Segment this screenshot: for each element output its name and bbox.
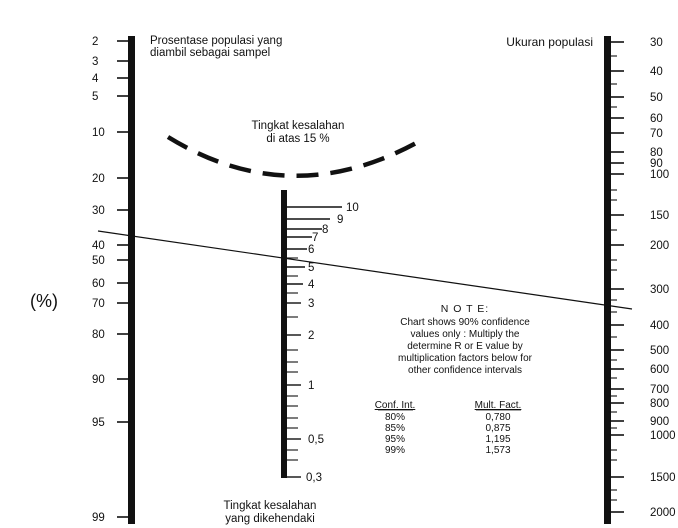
left-tick-label: 5 — [92, 91, 98, 103]
right-tick-label: 100 — [650, 169, 669, 181]
middle-tick-label: 8 — [322, 224, 328, 236]
middle-tick-label: 0,3 — [306, 472, 322, 484]
left-tick-label: 4 — [92, 73, 99, 85]
right-tick-label: 400 — [650, 320, 669, 332]
arc-label-line2: di atas 15 % — [266, 133, 329, 145]
left-scale-title-line2: diambil sebagai sampel — [150, 47, 270, 59]
right-tick-label: 300 — [650, 284, 669, 296]
dashed-arc — [166, 135, 420, 179]
middle-tick-label: 6 — [308, 244, 314, 256]
left-scale-unit-label: (%) — [30, 291, 58, 311]
right-tick-label: 70 — [650, 128, 663, 140]
arc-label-line1: Tingkat kesalahan — [252, 120, 345, 132]
left-tick-label: 40 — [92, 240, 105, 252]
table-cell: 99% — [385, 445, 405, 456]
right-tick-label: 40 — [650, 66, 663, 78]
left-tick-label: 90 — [92, 374, 105, 386]
middle-tick-label: 9 — [337, 214, 343, 226]
left-tick-label: 20 — [92, 173, 105, 185]
right-tick-label: 700 — [650, 384, 669, 396]
table-cell: 85% — [385, 423, 405, 434]
middle-tick-label: 0,5 — [308, 434, 324, 446]
middle-tick-label: 5 — [308, 262, 314, 274]
note-block: N O T E: Chart shows 90% confidence valu… — [398, 303, 533, 376]
note-line: multiplication factors below for — [398, 353, 533, 364]
table-cell: 95% — [385, 434, 405, 445]
table-header-mult: Mult. Fact. — [475, 400, 522, 411]
note-heading: N O T E: — [441, 303, 489, 315]
right-tick-label: 800 — [650, 398, 669, 410]
left-tick-label: 99 — [92, 512, 105, 524]
table-cell: 1,195 — [485, 434, 510, 445]
right-tick-label: 2000 — [650, 507, 676, 519]
left-tick-label: 10 — [92, 127, 105, 139]
left-scale-ticks: 2 3 4 5 10 20 30 40 50 60 70 80 90 95 99 — [92, 36, 131, 524]
right-tick-label: 90 — [650, 158, 663, 170]
left-tick-label: 95 — [92, 417, 105, 429]
right-tick-label: 500 — [650, 345, 669, 357]
right-tick-label: 80 — [650, 147, 663, 159]
table-cell: 0,780 — [485, 412, 510, 423]
middle-axis-bar — [281, 190, 287, 478]
middle-scale-label-line1: Tingkat kesalahan — [224, 500, 317, 512]
left-tick-label: 60 — [92, 278, 105, 290]
factor-table: Conf. Int. Mult. Fact. 80% 0,780 85% 0,8… — [375, 400, 522, 456]
right-axis-bar — [604, 36, 611, 524]
right-tick-label: 150 — [650, 210, 669, 222]
table-header-conf: Conf. Int. — [375, 400, 416, 411]
left-tick-label: 70 — [92, 298, 105, 310]
left-tick-label: 50 — [92, 255, 105, 267]
left-tick-label: 2 — [92, 36, 98, 48]
note-line: Chart shows 90% confidence — [400, 317, 530, 328]
table-cell: 80% — [385, 412, 405, 423]
note-line: other confidence intervals — [408, 365, 522, 376]
right-tick-label: 1500 — [650, 472, 676, 484]
error-threshold-arc: Tingkat kesalahan di atas 15 % — [166, 120, 420, 179]
right-tick-label: 30 — [650, 37, 663, 49]
middle-tick-label: 7 — [312, 232, 318, 244]
middle-tick-label: 4 — [308, 279, 315, 291]
left-scale: Prosentase populasi yang diambil sebagai… — [30, 35, 282, 524]
middle-tick-label: 3 — [308, 298, 314, 310]
left-tick-label: 80 — [92, 329, 105, 341]
middle-scale-label-line2: yang dikehendaki — [225, 513, 315, 525]
note-line: values only : Multiply the — [411, 329, 520, 340]
right-tick-label: 900 — [650, 416, 669, 428]
table-cell: 1,573 — [485, 445, 510, 456]
right-tick-label: 50 — [650, 92, 663, 104]
right-tick-label: 60 — [650, 113, 663, 125]
left-scale-title-line1: Prosentase populasi yang — [150, 35, 282, 47]
left-tick-label: 30 — [92, 205, 105, 217]
right-scale: Ukuran populasi 304050607080901001502003… — [506, 35, 676, 524]
right-tick-label: 200 — [650, 240, 669, 252]
table-cell: 0,875 — [485, 423, 510, 434]
left-tick-label: 3 — [92, 56, 98, 68]
middle-tick-label: 10 — [346, 202, 359, 214]
left-axis-bar — [128, 36, 135, 524]
middle-tick-label: 1 — [308, 380, 314, 392]
example-reading-line — [97, 230, 633, 310]
right-tick-label: 1000 — [650, 430, 676, 442]
note-line: determine R or E value by — [407, 341, 523, 352]
right-tick-label: 600 — [650, 364, 669, 376]
middle-tick-label: 2 — [308, 330, 314, 342]
right-scale-title: Ukuran populasi — [506, 35, 593, 49]
